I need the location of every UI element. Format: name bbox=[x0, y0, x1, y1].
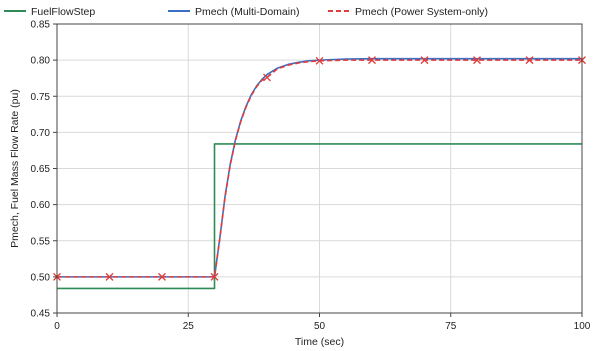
y-tick-label: 0.70 bbox=[31, 128, 51, 139]
legend-item-2: Pmech (Power System-only) bbox=[328, 6, 488, 18]
legend: FuelFlowStep Pmech (Multi-Domain) Pmech (P… bbox=[4, 6, 488, 18]
legend-label: Pmech (Power System-only) bbox=[355, 6, 488, 18]
series-line-2 bbox=[57, 59, 582, 278]
series-marker-2 bbox=[158, 272, 166, 281]
marker-stroke bbox=[368, 56, 376, 65]
legend-item-1: Pmech (Multi-Domain) bbox=[168, 6, 299, 18]
x-tick-label: 100 bbox=[574, 321, 591, 332]
marker-stroke bbox=[525, 56, 534, 65]
legend-label: Pmech (Multi-Domain) bbox=[195, 6, 299, 18]
series-marker-2 bbox=[525, 56, 534, 65]
y-tick-label: 0.75 bbox=[31, 92, 51, 103]
series-marker-2 bbox=[368, 56, 376, 65]
x-tick-label: 50 bbox=[314, 321, 326, 332]
series-marker-2 bbox=[210, 272, 219, 281]
x-tick-label: 75 bbox=[445, 321, 457, 332]
series-marker-2 bbox=[315, 56, 324, 65]
marker-stroke bbox=[105, 272, 114, 281]
y-tick-label: 0.65 bbox=[31, 164, 51, 175]
x-tick-label: 25 bbox=[183, 321, 195, 332]
grid bbox=[57, 24, 582, 313]
legend-item-0: FuelFlowStep bbox=[4, 6, 95, 18]
y-axis-label: Pmech, Fuel Mass Flow Rate (pu) bbox=[9, 89, 21, 248]
series-marker-2 bbox=[105, 272, 114, 281]
y-tick-label: 0.80 bbox=[31, 56, 51, 67]
marker-stroke bbox=[263, 73, 271, 82]
marker-stroke bbox=[158, 272, 166, 281]
series-marker-2 bbox=[473, 56, 481, 65]
series-marker-2 bbox=[420, 56, 429, 65]
marker-stroke bbox=[315, 56, 324, 65]
x-tick-label: 0 bbox=[54, 321, 60, 332]
axes: 0 25 50 75 100 0.45 0.50 0.55 0.60 0.65 0.70 0.75 0.… bbox=[31, 20, 591, 333]
y-tick-label: 0.50 bbox=[31, 272, 51, 283]
series-line-0 bbox=[57, 143, 582, 290]
marker-stroke bbox=[473, 56, 481, 65]
x-axis-label: Time (sec) bbox=[295, 336, 344, 348]
marker-stroke bbox=[420, 56, 429, 65]
legend-label: FuelFlowStep bbox=[31, 6, 95, 18]
y-tick-label: 0.60 bbox=[31, 200, 51, 211]
y-tick-label: 0.85 bbox=[31, 20, 51, 31]
marker-stroke bbox=[210, 272, 219, 281]
y-tick-label: 0.55 bbox=[31, 236, 51, 247]
series-marker-2 bbox=[263, 73, 271, 82]
y-tick-label: 0.45 bbox=[31, 309, 51, 320]
